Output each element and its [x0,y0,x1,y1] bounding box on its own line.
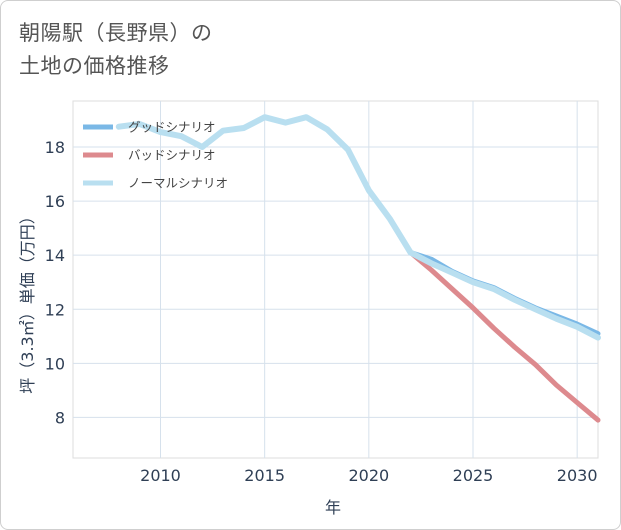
series-line-2 [408,250,601,423]
legend-label: グッドシナリオ [128,120,216,135]
y-tick-label: 10 [45,354,65,373]
legend-label: ノーマルシナリオ [128,176,228,191]
y-tick-label: 14 [45,246,65,265]
series-layer [115,114,601,423]
legend-label: バッドシナリオ [128,148,216,163]
y-tick-label: 18 [45,138,65,157]
y-axis-label: 坪（3.3㎡）単価（万円） [18,208,37,393]
grid-layer [73,101,598,458]
x-tick-label: 2030 [557,466,598,485]
y-tick-label: 16 [45,192,65,211]
x-tick-label: 2020 [348,466,389,485]
tick-layer: 2010 2015 2020 2025 2030 8 10 12 14 16 18 [45,138,598,485]
chart-title-line-1: 朝陽駅（長野県）の [19,21,213,45]
series-line-3 [115,114,601,341]
x-tick-label: 2025 [453,466,494,485]
plot-area-border [72,100,599,459]
y-tick-label: 8 [55,408,65,427]
chart-title: 朝陽駅（長野県）の 土地の価格推移 [19,17,213,83]
y-tick-label: 12 [45,300,65,319]
x-tick-label: 2010 [140,466,181,485]
x-tick-label: 2015 [244,466,285,485]
chart-title-line-2: 土地の価格推移 [19,54,170,78]
x-axis-label: 年 [325,498,341,517]
